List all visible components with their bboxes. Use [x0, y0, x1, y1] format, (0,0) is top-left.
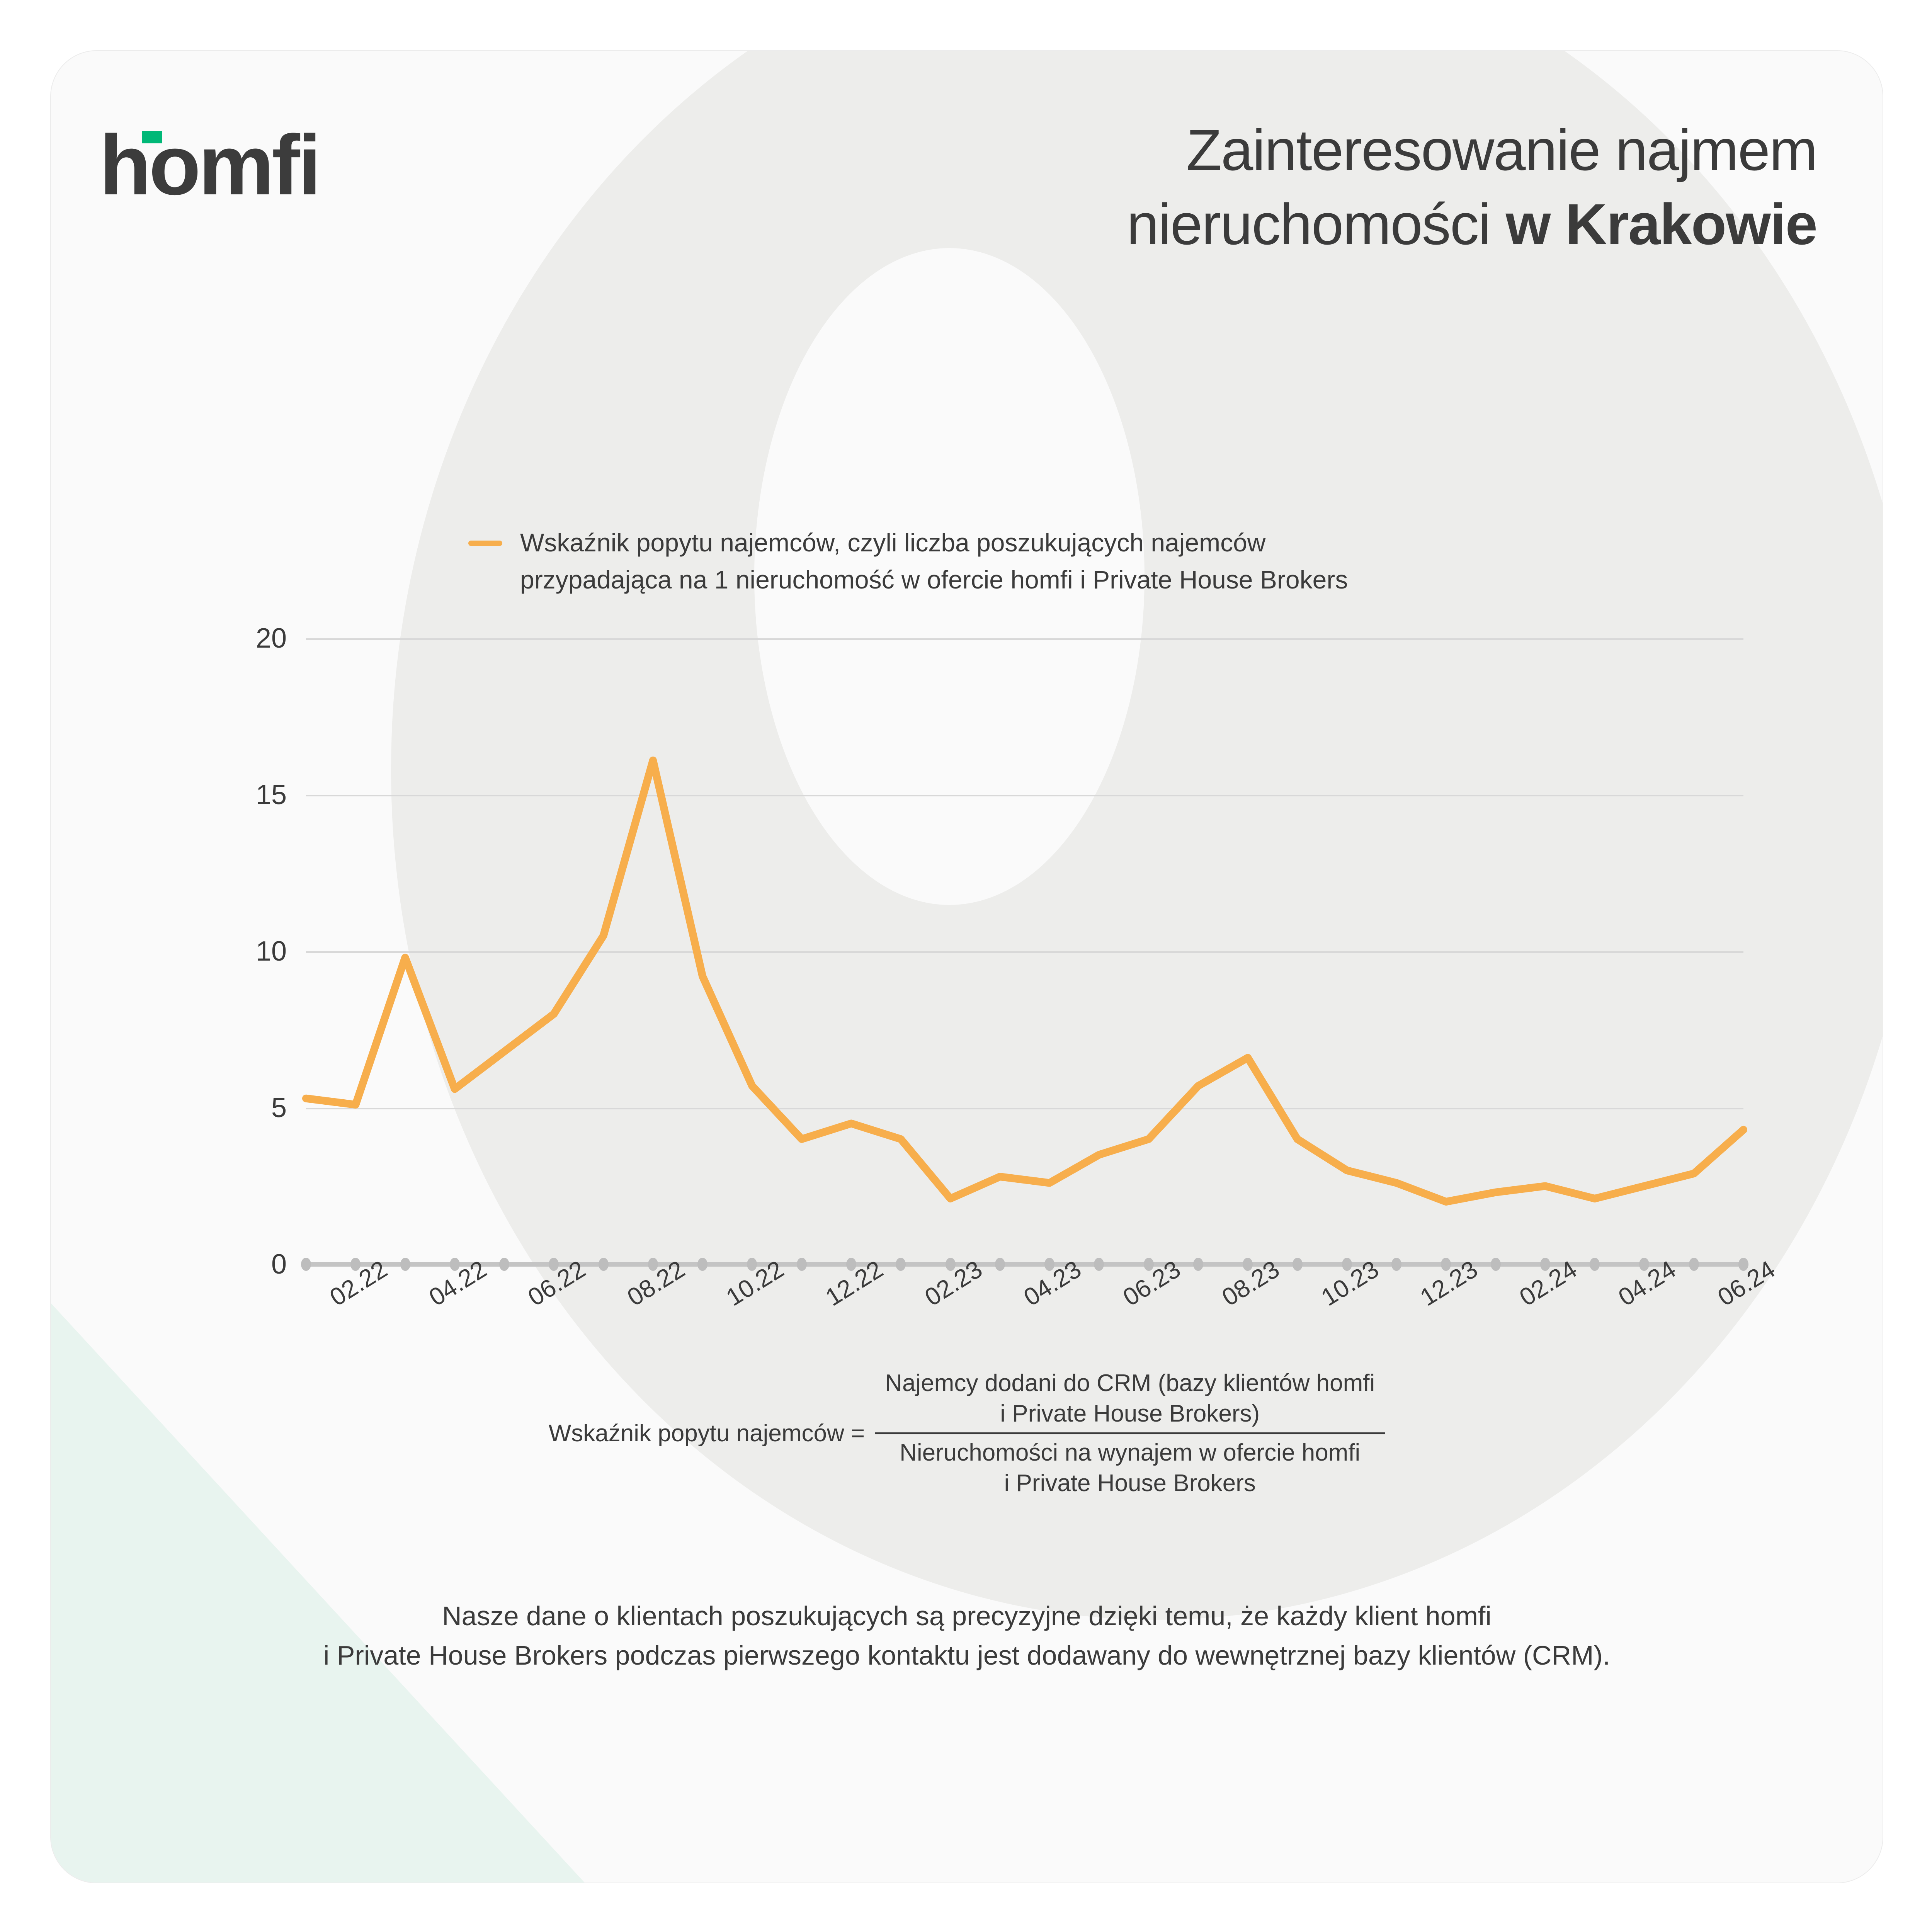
x-axis-tick-dot — [1094, 1258, 1104, 1271]
formula-denominator: Nieruchomości na wynajem w ofercie homfi… — [900, 1439, 1361, 1497]
x-axis-tick-dot — [1342, 1258, 1352, 1271]
y-axis-tick-label: 10 — [255, 936, 287, 967]
title-line-2-bold: w Krakowie — [1505, 192, 1818, 257]
x-axis-tick-dot — [1490, 1258, 1501, 1271]
title-line-1: Zainteresowanie najmem — [1186, 117, 1818, 182]
formula-numerator: Najemcy dodani do CRM (bazy klientów hom… — [885, 1370, 1375, 1427]
x-axis-tick-dot — [995, 1258, 1005, 1271]
x-axis-tick-dot — [1243, 1258, 1253, 1271]
x-axis-tick-dot — [1738, 1258, 1748, 1271]
formula-block: Wskaźnik popytu najemców = Najemcy dodan… — [113, 1365, 1821, 1502]
x-axis-tick-dot — [896, 1258, 906, 1271]
x-axis-tick-dot — [796, 1258, 807, 1271]
title-line-2-normal: nieruchomości — [1126, 192, 1506, 257]
x-axis-tick-dot — [400, 1258, 410, 1271]
x-axis-tick-dot — [549, 1258, 559, 1271]
x-axis-line — [306, 1262, 1743, 1267]
chart-legend: Wskaźnik popytu najemców, czyli liczba p… — [468, 524, 1348, 598]
x-axis-tick-dot — [945, 1258, 956, 1271]
gridline — [306, 638, 1743, 640]
x-axis-tick-dot — [1639, 1258, 1650, 1271]
x-axis-tick-dot — [350, 1258, 361, 1271]
footer-note: Nasze dane o klientach poszukujących są … — [323, 1601, 1611, 1670]
formula-left-side: Wskaźnik popytu najemców = — [548, 1420, 865, 1447]
logo-wordmark: homfi — [99, 117, 321, 213]
x-axis-tick-dot — [1391, 1258, 1402, 1271]
x-axis-tick-dot — [846, 1258, 857, 1271]
x-axis-tick-dot — [301, 1258, 311, 1271]
logo-green-bar — [142, 131, 162, 143]
x-axis-tick-dot — [1590, 1258, 1600, 1271]
page-title: Zainteresowanie najmem nieruchomości w K… — [565, 113, 1818, 261]
formula-fraction-rule — [875, 1432, 1385, 1434]
legend-color-swatch — [468, 541, 502, 546]
x-axis-tick-dot — [1193, 1258, 1203, 1271]
y-axis-tick-label: 20 — [255, 623, 287, 654]
gridline — [306, 795, 1743, 796]
y-axis-tick-label: 5 — [271, 1092, 287, 1123]
gridline — [306, 951, 1743, 953]
x-axis-tick-dot — [598, 1258, 609, 1271]
x-axis-tick-dot — [1441, 1258, 1451, 1271]
x-axis-tick-dot — [697, 1258, 708, 1271]
gridline — [306, 1108, 1743, 1109]
x-axis-tick-dot — [1143, 1258, 1154, 1271]
x-axis-tick-dot — [1292, 1258, 1303, 1271]
infographic-card: homfi Zainteresowanie najmem nieruchomoś… — [50, 50, 1883, 1883]
x-axis-tick-dot — [648, 1258, 658, 1271]
x-axis-tick-dot — [747, 1258, 757, 1271]
x-axis-tick-dot — [1689, 1258, 1699, 1271]
formula-fraction: Najemcy dodani do CRM (bazy klientów hom… — [875, 1365, 1385, 1502]
legend-label: Wskaźnik popytu najemców, czyli liczba p… — [520, 528, 1348, 594]
chart-series-line — [302, 756, 1747, 1206]
y-axis-tick-label: 15 — [255, 779, 287, 810]
x-axis-tick-dot — [499, 1258, 510, 1271]
homfi-logo: homfi — [99, 122, 321, 207]
y-axis-tick-label: 0 — [271, 1249, 287, 1280]
x-axis-tick-dot — [1044, 1258, 1055, 1271]
x-axis-tick-dot — [449, 1258, 460, 1271]
x-axis-tick-dot — [1540, 1258, 1550, 1271]
